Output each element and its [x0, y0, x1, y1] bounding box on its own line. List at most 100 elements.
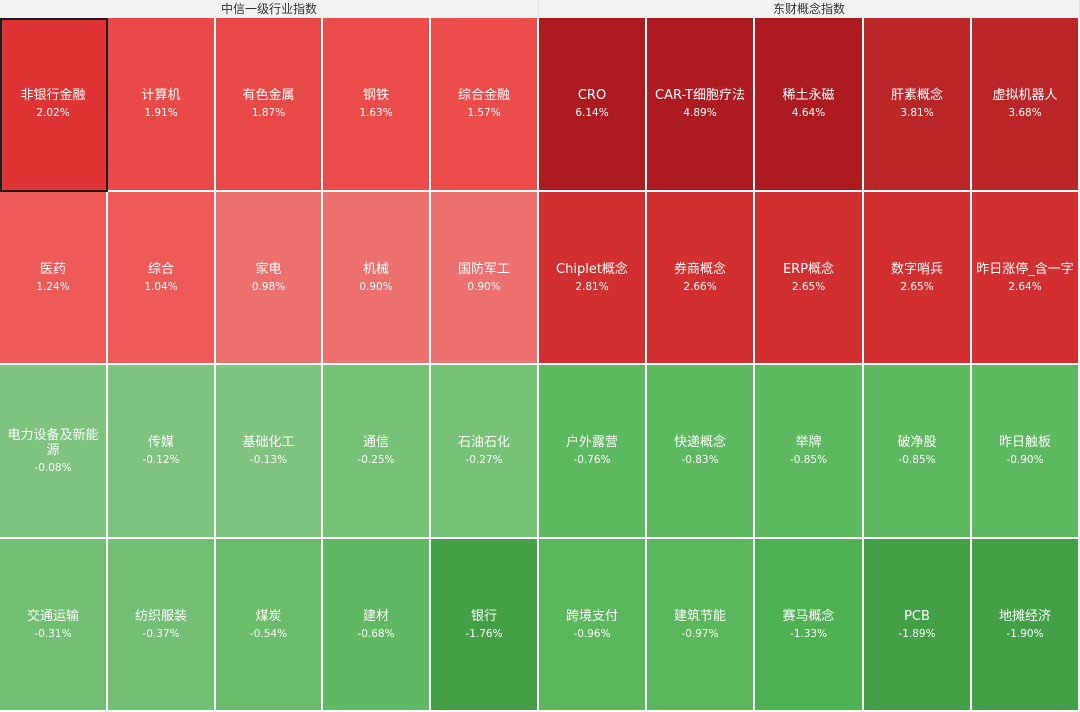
tile-name: 国防军工	[457, 261, 510, 277]
tile-change: 2.66%	[683, 280, 717, 293]
tile-name: 赛马概念	[782, 608, 835, 624]
heatmap-tile[interactable]: 肝素概念 3.81%	[864, 18, 972, 192]
heatmap-tile[interactable]: 电力设备及新能源 -0.08%	[0, 365, 108, 539]
panel-title: 中信一级行业指数	[0, 0, 539, 18]
heatmap-tile[interactable]: 稀土永磁 4.64%	[755, 18, 864, 192]
tile-name: 纺织服装	[134, 608, 187, 624]
heatmap-tile[interactable]: 交通运输 -0.31%	[0, 539, 108, 712]
heatmap-tile[interactable]: 综合 1.04%	[108, 192, 216, 365]
tile-change: -0.97%	[681, 627, 719, 640]
heatmap-tile[interactable]: 机械 0.90%	[323, 192, 431, 365]
heatmap-tile[interactable]: 通信 -0.25%	[323, 365, 431, 539]
tile-change: -1.89%	[898, 627, 936, 640]
tile-name: 传媒	[147, 435, 174, 450]
heatmap-tile[interactable]: 地摊经济 -1.90%	[972, 539, 1080, 712]
tile-change: -1.90%	[1006, 627, 1044, 640]
heatmap-tile[interactable]: 举牌 -0.85%	[755, 365, 864, 539]
tile-name: 跨境支付	[565, 608, 618, 624]
heatmap-tile[interactable]: 纺织服装 -0.37%	[108, 539, 216, 712]
heatmap-tile[interactable]: Chiplet概念 2.81%	[539, 192, 647, 365]
tile-change: -0.12%	[142, 454, 180, 466]
tile-change: 2.65%	[791, 280, 826, 293]
tile-change: 4.64%	[791, 107, 826, 119]
heatmap-tile[interactable]: 非银行金融 2.02%	[0, 18, 108, 192]
tile-name: 数字哨兵	[890, 261, 943, 277]
tile-change: -0.85%	[898, 454, 936, 466]
heatmap-tile[interactable]: 石油石化 -0.27%	[431, 365, 539, 539]
heatmap-tile[interactable]: CAR-T细胞疗法 4.89%	[647, 18, 755, 192]
tile-change: -0.54%	[249, 627, 288, 640]
heatmap-tile[interactable]: CRO 6.14%	[539, 18, 647, 192]
heatmap-tile[interactable]: 传媒 -0.12%	[108, 365, 216, 539]
tile-change: -1.76%	[465, 627, 503, 640]
heatmap-tile[interactable]: 基础化工 -0.13%	[216, 365, 323, 539]
tile-name: 券商概念	[673, 261, 726, 277]
tile-name: 虚拟机器人	[992, 88, 1058, 103]
heatmap-tile[interactable]: 综合金融 1.57%	[431, 18, 539, 192]
tile-name: 煤炭	[255, 608, 282, 624]
tile-name: 肝素概念	[890, 88, 943, 103]
heatmap-tile[interactable]: 煤炭 -0.54%	[216, 539, 323, 712]
heatmap-tile[interactable]: 建材 -0.68%	[323, 539, 431, 712]
tile-name: 快递概念	[673, 435, 726, 450]
tile-name: 昨日触板	[998, 435, 1051, 450]
heatmap-tile[interactable]: 昨日涨停_含一字 2.64%	[972, 192, 1080, 365]
heatmap-tile[interactable]: 医药 1.24%	[0, 192, 108, 365]
heatmap-tile[interactable]: 国防军工 0.90%	[431, 192, 539, 365]
tile-change: 2.64%	[1008, 280, 1042, 293]
tile-change: -0.76%	[573, 454, 611, 466]
tile-change: -0.31%	[34, 627, 72, 640]
tile-name: 破净股	[897, 435, 937, 450]
heatmap-tile[interactable]: 虚拟机器人 3.68%	[972, 18, 1080, 192]
tile-change: 1.87%	[251, 107, 286, 119]
heatmap-tile[interactable]: 有色金属 1.87%	[216, 18, 323, 192]
heatmap-tile[interactable]: 赛马概念 -1.33%	[755, 539, 864, 712]
tile-name: 稀土永磁	[782, 88, 835, 103]
tile-change: 2.81%	[575, 280, 609, 293]
heatmap-tile[interactable]: 昨日触板 -0.90%	[972, 365, 1080, 539]
tile-change: 1.63%	[359, 107, 393, 119]
tile-name: 石油石化	[457, 435, 510, 450]
tile-change: 1.91%	[144, 107, 178, 119]
tile-name: 非银行金融	[20, 88, 86, 103]
heatmap-tile[interactable]: 跨境支付 -0.96%	[539, 539, 647, 712]
tile-name: PCB	[904, 608, 930, 624]
tile-name: 家电	[255, 261, 282, 277]
tile-change: -0.13%	[249, 454, 288, 466]
tile-name: ERP概念	[782, 261, 835, 277]
tile-change: -0.37%	[142, 627, 180, 640]
tile-change: -0.90%	[1006, 454, 1044, 466]
heatmap-tile[interactable]: 钢铁 1.63%	[323, 18, 431, 192]
tile-change: 0.90%	[359, 280, 393, 293]
tile-change: -0.08%	[34, 461, 72, 474]
heatmap-tile[interactable]: ERP概念 2.65%	[755, 192, 864, 365]
heatmap-tile[interactable]: 快递概念 -0.83%	[647, 365, 755, 539]
tile-change: 6.14%	[575, 107, 609, 119]
tile-change: 3.81%	[900, 107, 934, 119]
heatmap-tile[interactable]: 银行 -1.76%	[431, 539, 539, 712]
heatmap-tile[interactable]: 破净股 -0.85%	[864, 365, 972, 539]
tile-name: 钢铁	[362, 88, 389, 103]
tile-name: 交通运输	[26, 608, 79, 624]
panel-citic-industry: 中信一级行业指数 非银行金融 2.02% 计算机 1.91% 有色金属 1.87% 钢铁 1.…	[0, 0, 539, 712]
tile-change: 1.57%	[467, 107, 501, 119]
tile-name: 医药	[39, 261, 66, 277]
heatmap-tile[interactable]: PCB -1.89%	[864, 539, 972, 712]
tile-name: 建筑节能	[673, 608, 726, 624]
tile-change: -0.83%	[681, 454, 719, 466]
tile-name: 举牌	[795, 435, 822, 450]
tile-change: -0.85%	[789, 454, 828, 466]
heatmap-tile[interactable]: 户外露营 -0.76%	[539, 365, 647, 539]
tile-change: -0.68%	[357, 627, 395, 640]
tile-grid: 非银行金融 2.02% 计算机 1.91% 有色金属 1.87% 钢铁 1.63% 综合金融 1.…	[0, 18, 539, 712]
heatmap-tile[interactable]: 建筑节能 -0.97%	[647, 539, 755, 712]
heatmap-tile[interactable]: 数字哨兵 2.65%	[864, 192, 972, 365]
tile-name: 综合金融	[457, 88, 510, 103]
tile-name: Chiplet概念	[556, 261, 628, 277]
tile-name: CAR-T细胞疗法	[655, 88, 745, 103]
heatmap-tile[interactable]: 券商概念 2.66%	[647, 192, 755, 365]
panel-eastmoney-concept: 东财概念指数 CRO 6.14% CAR-T细胞疗法 4.89% 稀土永磁 4.64% 肝素…	[539, 0, 1080, 712]
heatmap-tile[interactable]: 家电 0.98%	[216, 192, 323, 365]
tile-change: -0.25%	[357, 454, 395, 466]
heatmap-tile[interactable]: 计算机 1.91%	[108, 18, 216, 192]
